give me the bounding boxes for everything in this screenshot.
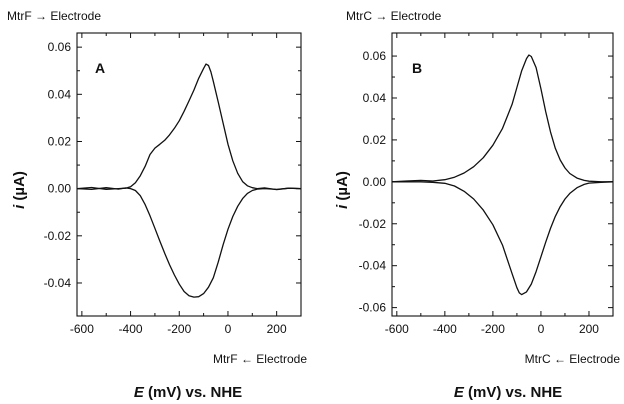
panel-b-x-tick-label: -400 — [433, 322, 457, 336]
panel-b-y-tick-label: 0.02 — [363, 133, 387, 147]
panel-a-y-tick-label: 0.00 — [48, 182, 72, 196]
panel-b-y-tick-label: 0.06 — [363, 49, 387, 63]
panel-b-plot-frame — [391, 32, 614, 317]
panel-a-ylabel: i (µA) — [11, 171, 28, 209]
panel-a-y-tick-label: -0.02 — [44, 229, 72, 243]
panel-b-x-tick-label: 0 — [538, 322, 545, 336]
panel-a-x-tick-label: -400 — [119, 322, 143, 336]
panel-a-reverse-label: MtrF ← Electrode — [213, 352, 307, 366]
panel-b-letter: B — [412, 60, 422, 76]
panel-a-reductive-trace — [77, 187, 301, 298]
panel-a-xlabel: E (mV) vs. NHE — [134, 384, 242, 401]
panel-b-ylabel: i (µA) — [334, 171, 351, 209]
panel-b-y-tick-label: -0.04 — [359, 259, 387, 273]
panel-b-xlabel: E (mV) vs. NHE — [454, 384, 562, 401]
panel-a-y-tick-label: 0.02 — [48, 134, 72, 148]
panel-b-forward-label: MtrC → Electrode — [346, 9, 442, 23]
panel-a-plot-frame — [76, 32, 302, 317]
panel-b-oxidative-trace — [392, 54, 613, 183]
panel-b-y-tick-label: 0.00 — [363, 175, 387, 189]
panel-a-y-tick-label: -0.04 — [44, 276, 72, 290]
panel-a-x-tick-label: 0 — [225, 322, 232, 336]
panel-b-reductive-trace — [392, 181, 613, 296]
panel-b-x-tick-label: -600 — [385, 322, 409, 336]
panel-a-y-tick-label: 0.06 — [48, 40, 72, 54]
panel-b-y-tick-label: -0.02 — [359, 217, 387, 231]
panel-a-x-tick-label: -600 — [70, 322, 94, 336]
panel-a: MtrF → Electrode -600 -400 -200 0 200 -0.04 -0… — [7, 9, 307, 401]
panel-b: MtrC → Electrode -600 -400 -200 0 200 -0.06 -0… — [334, 9, 620, 401]
panel-b-y-tick-label: -0.06 — [359, 301, 387, 315]
panel-a-y-tick-label: 0.04 — [48, 87, 72, 101]
panel-a-letter: A — [95, 60, 105, 76]
panel-b-y-tick-label: 0.04 — [363, 91, 387, 105]
panel-a-forward-label: MtrF → Electrode — [7, 9, 101, 23]
panel-b-x-tick-label: -200 — [481, 322, 505, 336]
panel-b-axes: -600 -400 -200 0 200 -0.06 -0.04 -0.02 0.00 0.02 0… — [359, 32, 614, 336]
panel-b-reverse-label: MtrC ← Electrode — [525, 352, 621, 366]
panel-b-x-tick-label: 200 — [579, 322, 599, 336]
panel-a-x-tick-label: 200 — [267, 322, 287, 336]
panel-a-oxidative-trace — [77, 63, 301, 191]
panel-a-x-tick-label: -200 — [167, 322, 191, 336]
panel-a-axes: -600 -400 -200 0 200 -0.04 -0.02 0.00 0.02 0.04 0.… — [44, 32, 302, 336]
